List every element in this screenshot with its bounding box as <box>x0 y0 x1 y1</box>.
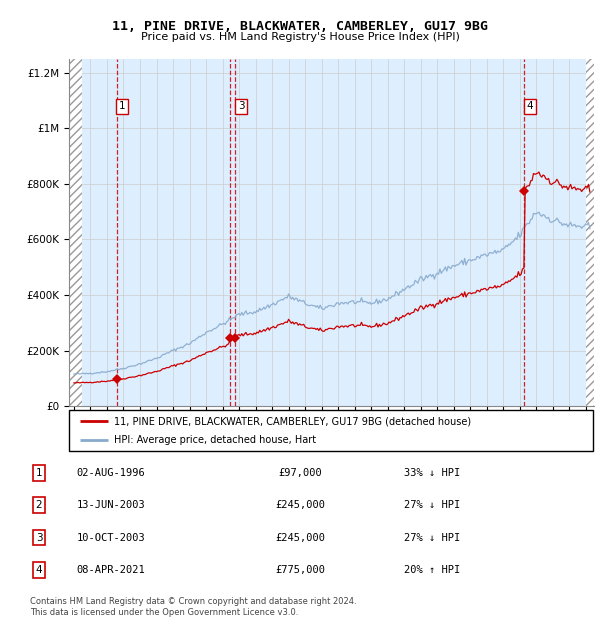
Bar <box>586 59 594 406</box>
Text: 33% ↓ HPI: 33% ↓ HPI <box>404 468 460 478</box>
Text: 3: 3 <box>35 533 43 542</box>
FancyBboxPatch shape <box>69 410 593 451</box>
Text: 08-APR-2021: 08-APR-2021 <box>77 565 145 575</box>
Text: HPI: Average price, detached house, Hart: HPI: Average price, detached house, Hart <box>113 435 316 445</box>
Text: 11, PINE DRIVE, BLACKWATER, CAMBERLEY, GU17 9BG (detached house): 11, PINE DRIVE, BLACKWATER, CAMBERLEY, G… <box>113 416 471 426</box>
Text: 10-OCT-2003: 10-OCT-2003 <box>77 533 145 542</box>
Text: £97,000: £97,000 <box>278 468 322 478</box>
Text: Contains HM Land Registry data © Crown copyright and database right 2024.
This d: Contains HM Land Registry data © Crown c… <box>30 598 356 617</box>
Text: 3: 3 <box>238 101 245 111</box>
Text: 13-JUN-2003: 13-JUN-2003 <box>77 500 145 510</box>
Text: 4: 4 <box>527 101 533 111</box>
Text: 1: 1 <box>35 468 43 478</box>
Text: £245,000: £245,000 <box>275 533 325 542</box>
Bar <box>69 59 82 406</box>
Text: 02-AUG-1996: 02-AUG-1996 <box>77 468 145 478</box>
Text: 2: 2 <box>35 500 43 510</box>
Text: £245,000: £245,000 <box>275 500 325 510</box>
Text: 27% ↓ HPI: 27% ↓ HPI <box>404 533 460 542</box>
Text: £775,000: £775,000 <box>275 565 325 575</box>
Text: 1: 1 <box>119 101 125 111</box>
Text: Price paid vs. HM Land Registry's House Price Index (HPI): Price paid vs. HM Land Registry's House … <box>140 32 460 42</box>
Text: 20% ↑ HPI: 20% ↑ HPI <box>404 565 460 575</box>
Text: 11, PINE DRIVE, BLACKWATER, CAMBERLEY, GU17 9BG: 11, PINE DRIVE, BLACKWATER, CAMBERLEY, G… <box>112 20 488 32</box>
Text: 4: 4 <box>35 565 43 575</box>
Text: 27% ↓ HPI: 27% ↓ HPI <box>404 500 460 510</box>
